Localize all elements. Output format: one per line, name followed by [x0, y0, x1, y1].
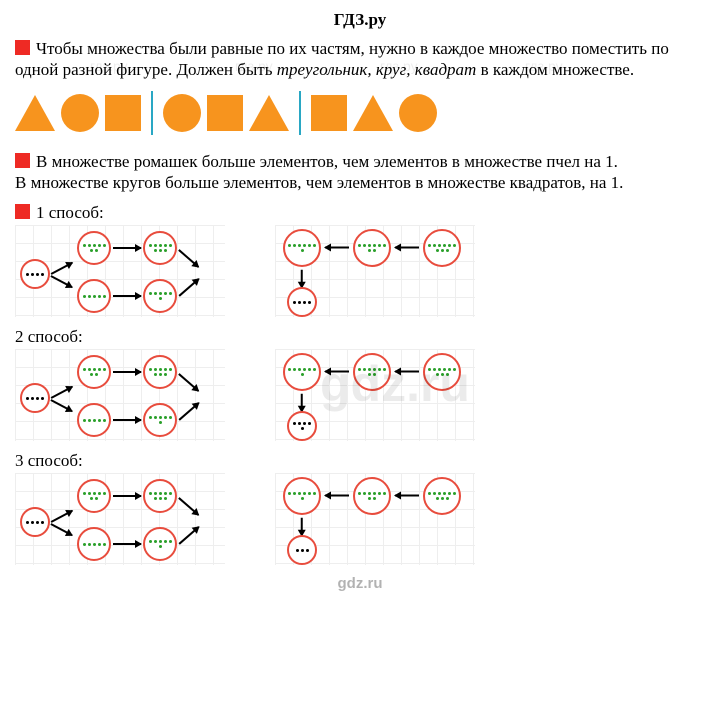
arrow: [395, 495, 419, 497]
set-node: [283, 353, 321, 391]
left-diagram: [15, 225, 225, 317]
set-node: [287, 411, 317, 441]
set-node: [283, 477, 321, 515]
arrow: [113, 419, 141, 421]
arrow: [113, 371, 141, 373]
method-3-label: 3 способ:: [15, 451, 705, 471]
set-node: [143, 279, 177, 313]
set-node: [77, 279, 111, 313]
bullet-icon: [15, 204, 30, 219]
bullet-icon: [15, 153, 30, 168]
arrow: [113, 543, 141, 545]
tri-shape: [249, 95, 289, 131]
set-node: [287, 535, 317, 565]
set-node: [77, 527, 111, 561]
set-node: [283, 229, 321, 267]
sq-shape: [207, 95, 243, 131]
set-node: [353, 229, 391, 267]
arrow: [51, 275, 73, 288]
sq-shape: [311, 95, 347, 131]
divider: [151, 91, 153, 135]
set-node: [423, 229, 461, 267]
arrow: [51, 510, 73, 523]
set-node: [353, 477, 391, 515]
set-node: [423, 477, 461, 515]
method-1-diagrams: [15, 225, 705, 317]
set-node: [77, 479, 111, 513]
arrow: [301, 394, 303, 412]
arrow: [301, 270, 303, 288]
arrow: [113, 495, 141, 497]
set-node: [77, 355, 111, 389]
arrow: [179, 278, 200, 296]
shapes-row: [15, 91, 705, 135]
method-2-label: 2 способ:: [15, 327, 705, 347]
circ-shape: [399, 94, 437, 132]
set-node: [20, 383, 50, 413]
right-diagram: [275, 473, 475, 565]
arrow: [179, 526, 200, 544]
tri-shape: [15, 95, 55, 131]
set-node: [143, 479, 177, 513]
paragraph-1: Чтобы множества были равные по их частям…: [15, 38, 705, 81]
arrow: [179, 249, 200, 267]
method-2-diagrams: [15, 349, 705, 441]
arrow: [325, 371, 349, 373]
footer-watermark: gdz.ru: [15, 575, 705, 592]
circ-shape: [163, 94, 201, 132]
arrow: [51, 262, 73, 275]
arrow: [179, 373, 200, 391]
arrow: [51, 386, 73, 399]
set-node: [77, 403, 111, 437]
set-node: [143, 403, 177, 437]
arrow: [51, 523, 73, 536]
arrow: [113, 295, 141, 297]
set-node: [143, 231, 177, 265]
set-node: [143, 527, 177, 561]
arrow: [395, 371, 419, 373]
set-node: [20, 507, 50, 537]
set-node: [353, 353, 391, 391]
arrow: [113, 247, 141, 249]
arrow: [301, 518, 303, 536]
circ-shape: [61, 94, 99, 132]
paragraph-2: В множестве ромашек больше элементов, че…: [15, 151, 705, 194]
set-node: [287, 287, 317, 317]
method-3-diagrams: [15, 473, 705, 565]
text: В множестве кругов больше элементов, чем…: [15, 173, 623, 192]
arrow: [395, 247, 419, 249]
arrow: [179, 497, 200, 515]
right-diagram: [275, 225, 475, 317]
sq-shape: [105, 95, 141, 131]
text: В множестве ромашек больше элементов, че…: [36, 152, 618, 171]
left-diagram: [15, 473, 225, 565]
divider: [299, 91, 301, 135]
text: в каждом множестве.: [476, 60, 634, 79]
right-diagram: [275, 349, 475, 441]
text-italic: треугольник, круг, квадрат: [277, 60, 477, 79]
arrow: [325, 247, 349, 249]
set-node: [20, 259, 50, 289]
arrow: [179, 402, 200, 420]
tri-shape: [353, 95, 393, 131]
set-node: [423, 353, 461, 391]
set-node: [143, 355, 177, 389]
arrow: [51, 399, 73, 412]
left-diagram: [15, 349, 225, 441]
method-1-label: 1 способ:: [15, 203, 705, 223]
text: 1 способ:: [36, 203, 104, 222]
arrow: [325, 495, 349, 497]
bullet-icon: [15, 40, 30, 55]
set-node: [77, 231, 111, 265]
page-title: ГДЗ.ру: [15, 10, 705, 30]
